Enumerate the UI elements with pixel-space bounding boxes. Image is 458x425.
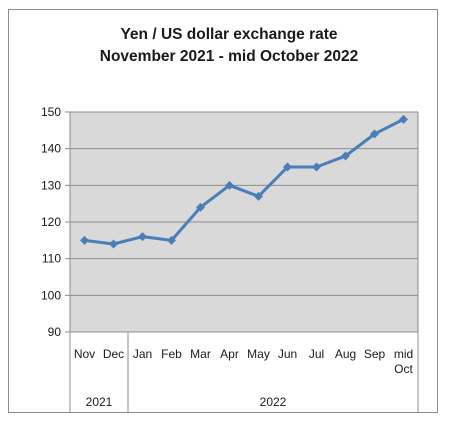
x-tick-label-mar: Mar: [190, 347, 211, 361]
data-point-jan: [138, 232, 147, 242]
x-tick-label-nov: Nov: [74, 347, 95, 361]
year-label-2022: 2022: [260, 395, 287, 409]
data-point-sep: [370, 129, 379, 139]
x-tick-label-sep: Sep: [364, 347, 386, 361]
data-point-aug: [341, 151, 350, 161]
x-tick-label-jan: Jan: [133, 347, 152, 361]
x-tick-label-dec: Dec: [103, 347, 124, 361]
chart-title-line-2: November 2021 - mid October 2022: [99, 48, 359, 65]
y-tick-label-140: 140: [41, 142, 61, 156]
data-point-mid-oct: [399, 114, 408, 124]
y-tick-label-120: 120: [41, 215, 61, 229]
x-tick-label-jul: Jul: [309, 347, 324, 361]
data-point-mar: [196, 202, 205, 212]
x-tick-label-apr: Apr: [220, 347, 239, 361]
data-point-jul: [312, 162, 321, 172]
data-point-jun: [283, 162, 292, 172]
x-tick-label-feb: Feb: [161, 347, 182, 361]
data-point-apr: [225, 180, 234, 190]
y-tick-label-150: 150: [41, 105, 61, 119]
chart-title-line-1: Yen / US dollar exchange rate: [120, 26, 338, 43]
chart-title: Yen / US dollar exchange rate November 2…: [0, 24, 458, 68]
data-point-nov: [80, 235, 89, 245]
x-tick-label-may: May: [247, 347, 270, 361]
y-tick-label-100: 100: [41, 288, 61, 302]
data-point-may: [254, 191, 263, 201]
y-tick-label-90: 90: [48, 325, 62, 339]
y-tick-label-130: 130: [41, 178, 61, 192]
year-label-2021: 2021: [86, 395, 113, 409]
series-line-0: [84, 117, 405, 246]
y-tick-label-110: 110: [42, 252, 61, 266]
data-point-feb: [167, 235, 176, 245]
x-tick-label-mid-oct: mid Oct: [394, 347, 414, 376]
data-point-dec: [109, 239, 118, 249]
x-tick-label-jun: Jun: [278, 347, 297, 361]
x-tick-label-aug: Aug: [335, 347, 356, 361]
